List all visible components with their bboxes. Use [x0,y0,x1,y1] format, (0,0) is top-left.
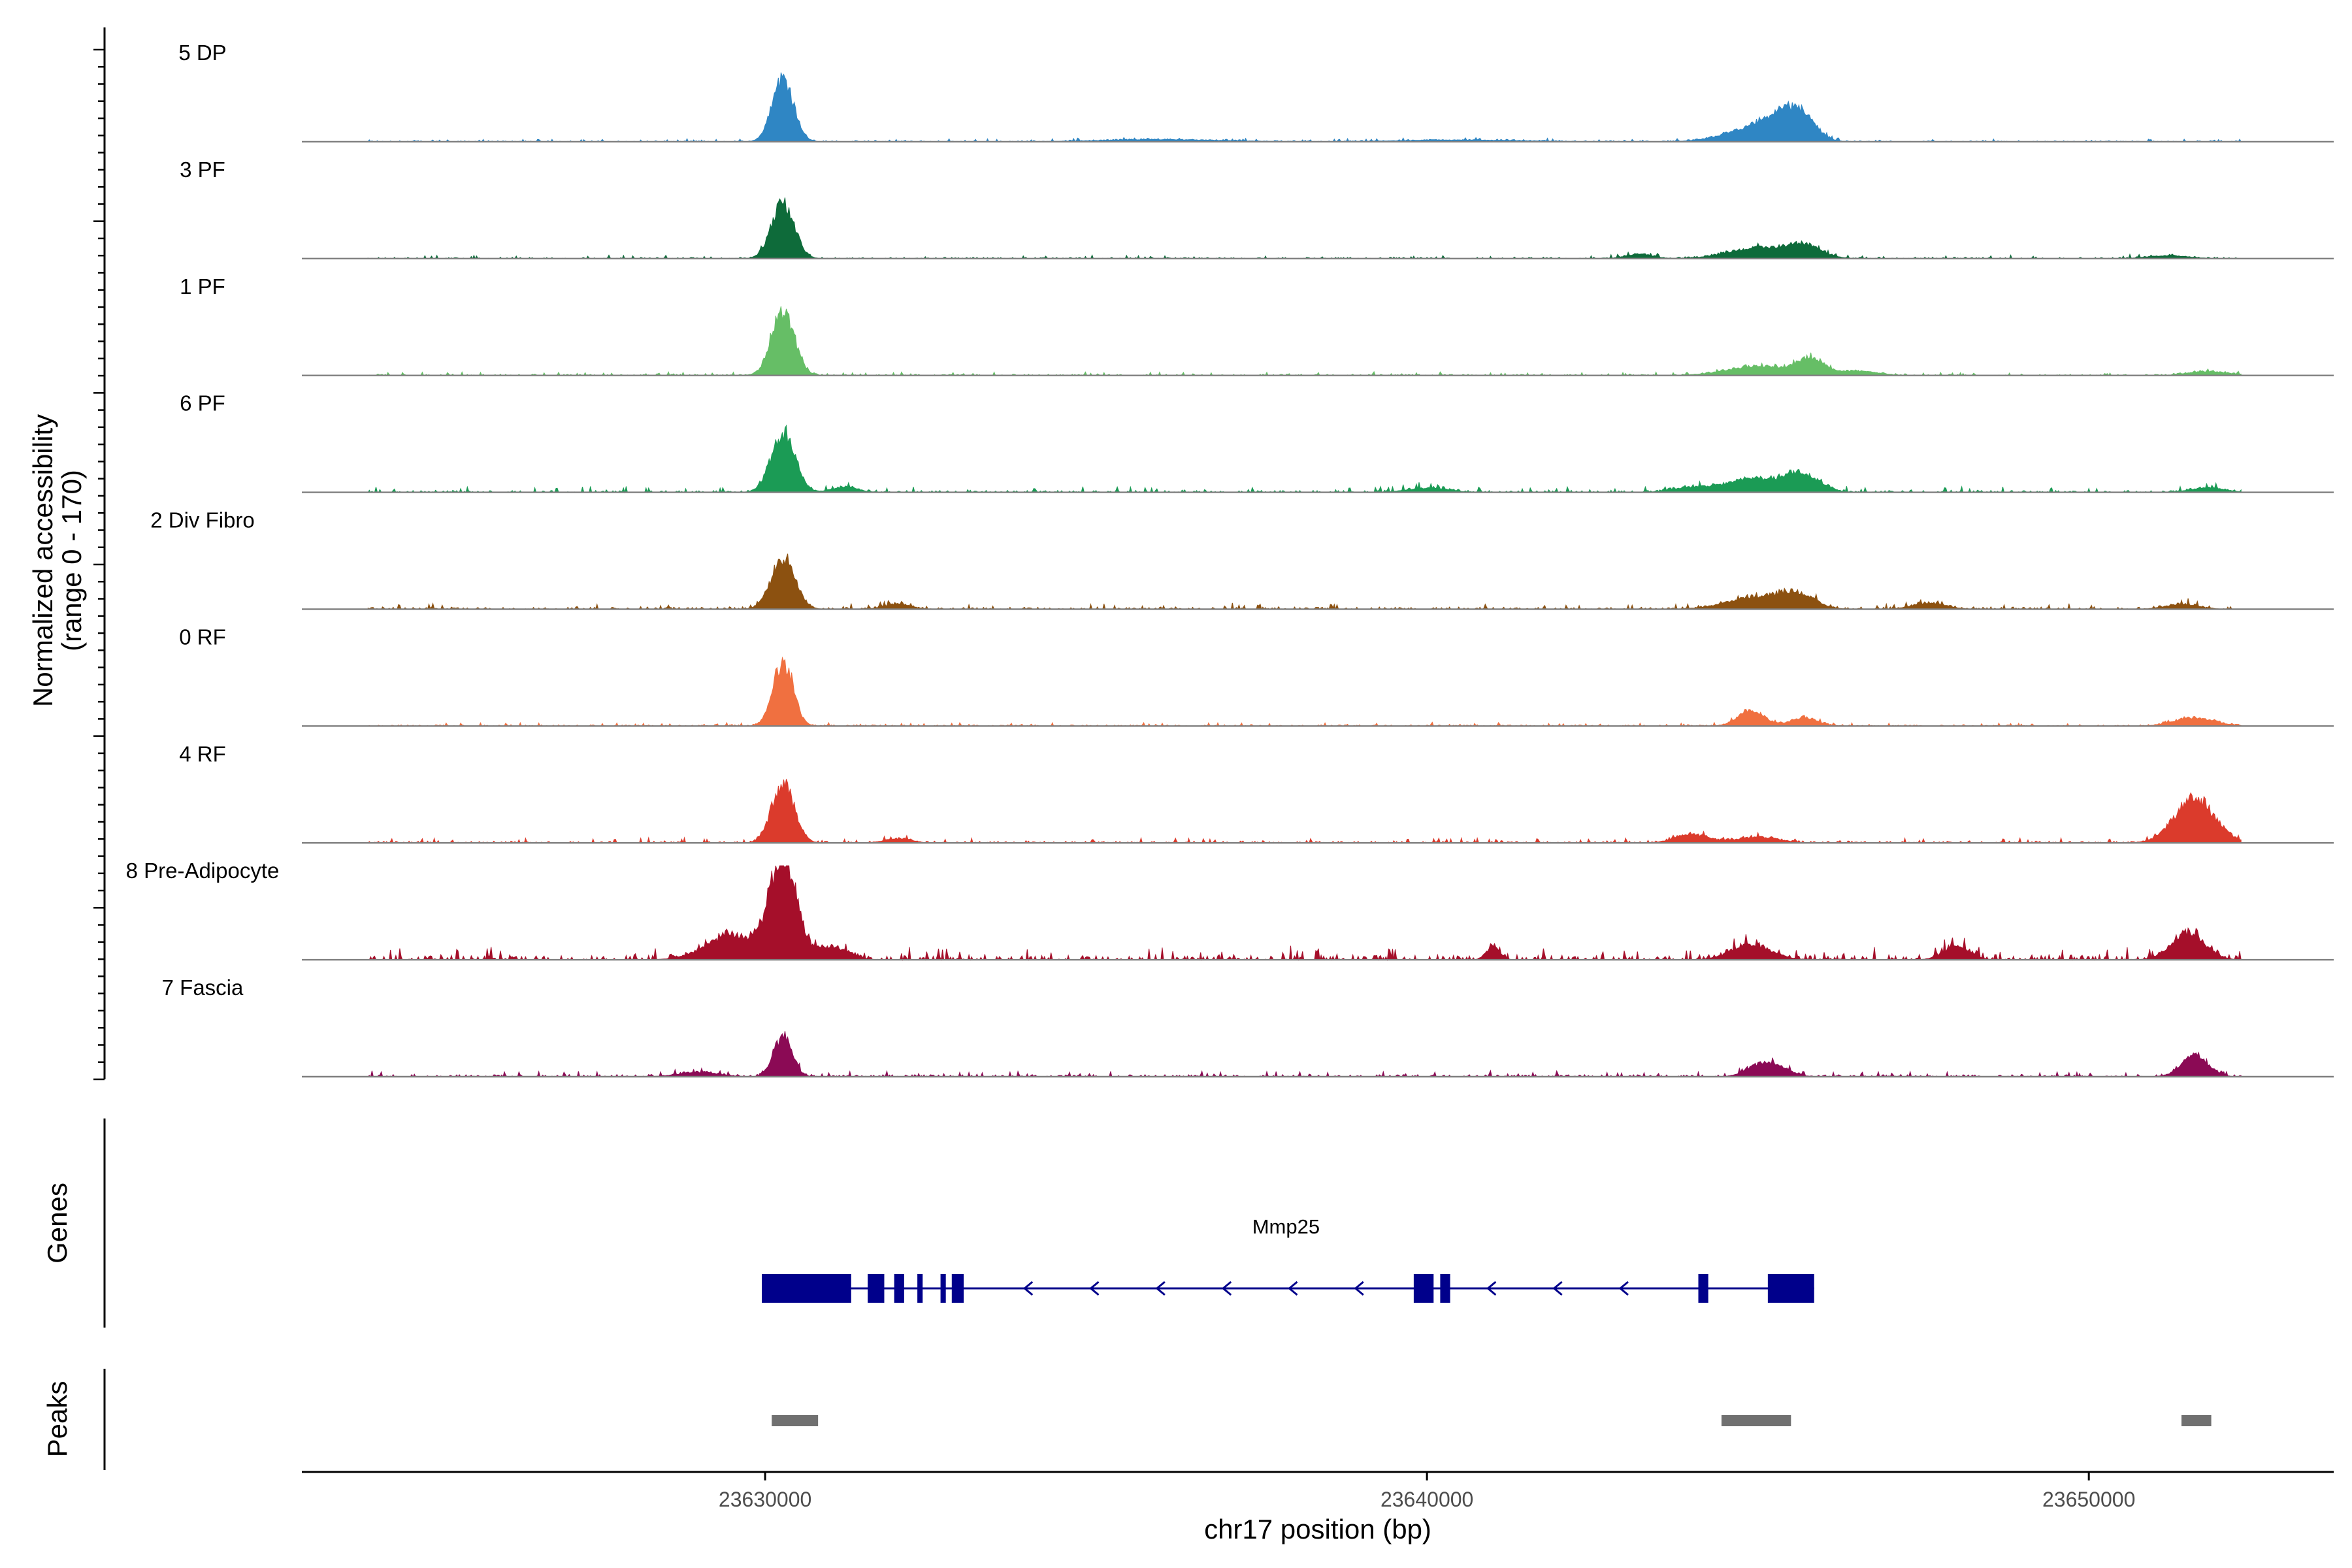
gene-exon [1698,1274,1708,1303]
strand-arrow [1221,1281,1232,1296]
track-label: 3 PF [180,157,225,182]
gene-name-label: Mmp25 [1252,1215,1320,1238]
peak-region [1721,1415,1791,1426]
track-label: 6 PF [180,391,225,416]
strand-arrow [1288,1281,1298,1296]
track-8: 8 Pre-Adipocyte [126,858,2334,962]
track-7: 4 RF [179,742,2334,844]
x-tick-label: 23640000 [1380,1488,1473,1511]
peaks-panel-title: Peaks [42,1381,73,1458]
gene-exon [917,1274,923,1303]
track-6: 0 RF [179,625,2334,727]
track-label: 1 PF [180,274,225,299]
track-label: 0 RF [179,625,226,649]
peak-annotation [772,1415,2212,1426]
peak-region [2181,1415,2212,1426]
track-1: 5 DP [178,41,2334,143]
strand-arrow [1486,1281,1497,1296]
peak-region [772,1415,819,1426]
gene-exon [940,1274,946,1303]
strand-arrow [1552,1281,1563,1296]
gene-annotation: Mmp25 [762,1215,1814,1303]
x-tick-label: 23650000 [2042,1488,2135,1511]
x-tick-label: 23630000 [719,1488,811,1511]
strand-arrow [1354,1281,1364,1296]
strand-arrow [1022,1281,1034,1296]
track-label: 7 Fascia [162,975,244,1000]
x-axis-title: chr17 position (bp) [1204,1514,1431,1544]
gene-exon [1413,1274,1434,1303]
track-label: 5 DP [178,41,226,65]
track-9: 7 Fascia [162,975,2334,1078]
track-label: 4 RF [179,742,226,766]
x-axis-ticks: 23630000 23640000 23650000 [719,1472,2135,1511]
strand-arrow [1618,1281,1629,1296]
y-axis-title-range: (range 0 - 170) [56,470,87,651]
track-3: 1 PF [180,274,2334,376]
gene-exon [762,1274,851,1303]
coverage-tracks: 5 DP 3 PF 1 PF 6 PF 2 Div Fibro 0 RF 4 RF 8 Pre… [126,41,2334,1078]
gene-exon [951,1274,964,1303]
gene-exon [1767,1274,1814,1303]
gene-exon [868,1274,885,1303]
gene-exon [1440,1274,1450,1303]
track-2: 3 PF [180,157,2334,260]
y-axis-title: Normalized accessibility [27,414,58,707]
genes-panel-title: Genes [42,1183,73,1264]
strand-arrow [1155,1281,1166,1296]
track-5: 2 Div Fibro [150,508,2334,611]
track-4: 6 PF [180,391,2334,494]
track-label: 8 Pre-Adipocyte [126,858,280,883]
coverage-y-ticks [93,48,105,1081]
gene-exon [894,1274,904,1303]
track-label: 2 Div Fibro [150,508,255,532]
strand-arrow [1089,1281,1100,1296]
